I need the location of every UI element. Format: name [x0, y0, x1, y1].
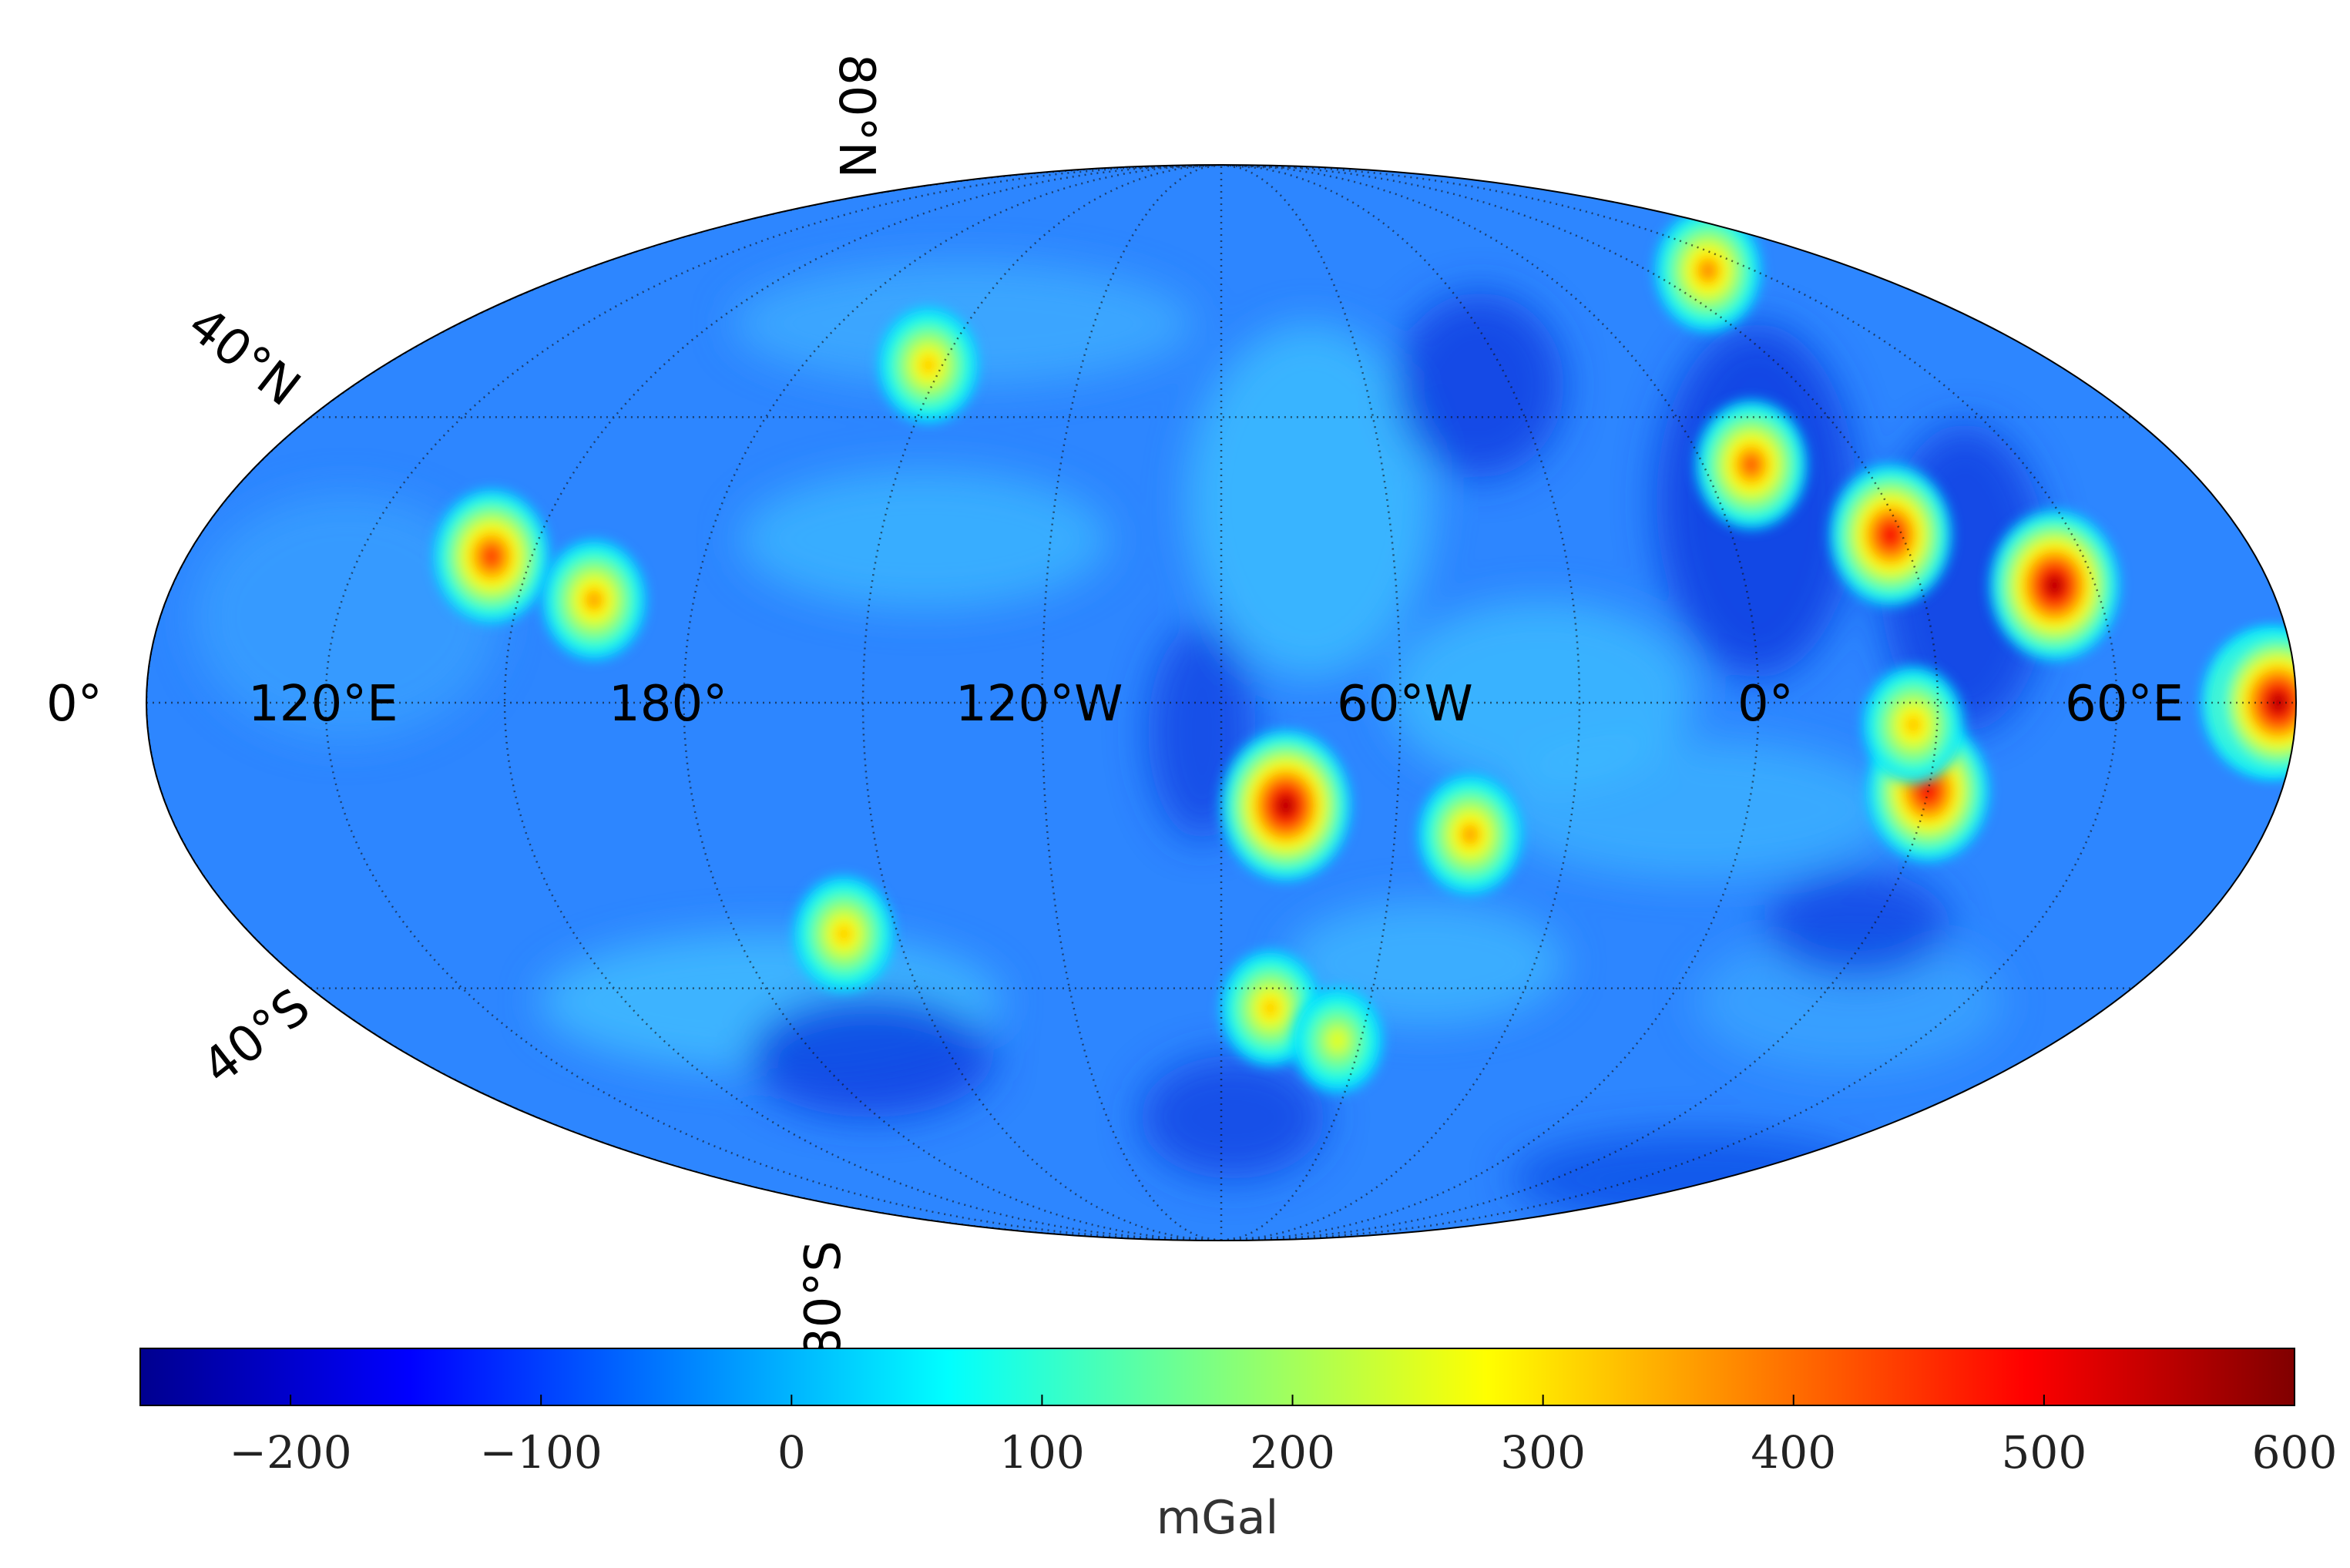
- colorbar-tick-label: 100: [999, 1426, 1085, 1479]
- anomaly-contour: [836, 925, 851, 942]
- anomaly-contour: [484, 548, 499, 566]
- meridian-line: [1041, 165, 1222, 1241]
- colorbar-tick-label: −100: [480, 1426, 603, 1479]
- gravity-anomaly: [2213, 627, 2296, 778]
- colorbar-ticks: −200 −100 0 100 200 300 400 500 600: [229, 1395, 2337, 1479]
- parallel-label-40n: 40°N: [177, 296, 311, 418]
- meridian-line: [1220, 165, 1581, 1241]
- anomaly-contour: [1330, 1032, 1345, 1049]
- meridian-line: [503, 165, 1222, 1241]
- anomaly-contour: [1883, 526, 1898, 544]
- anomaly-contour: [2271, 694, 2286, 711]
- meridian-line: [1220, 165, 1939, 1241]
- meridian-line: [1220, 165, 1402, 1241]
- anomaly-contour: [1278, 797, 1294, 814]
- background-texture: [193, 262, 2050, 1225]
- parallel-label-80s: 80°S: [795, 1241, 852, 1359]
- parallel-label-40s: 40°S: [192, 978, 321, 1096]
- colorbar: −200 −100 0 100 200 300 400 500 600 mGal: [139, 1348, 2337, 1545]
- gravity-anomaly: [1418, 774, 1522, 895]
- colorbar-tick-label: 300: [1500, 1426, 1586, 1479]
- colorbar-tick-label: −200: [229, 1426, 351, 1479]
- colorbar-tick-label: 200: [1250, 1426, 1335, 1479]
- meridian-line: [324, 165, 1222, 1241]
- anomaly-contour: [1700, 262, 1716, 279]
- parallel-label-0: 0°: [46, 676, 102, 733]
- colorbar-tick-label: 400: [1751, 1426, 1836, 1479]
- map-body: [146, 165, 2296, 1241]
- gravity-anomaly: [1292, 988, 1383, 1093]
- colorbar-label: mGal: [1157, 1491, 1278, 1545]
- anomaly-contour: [1744, 456, 1759, 473]
- gravity-anomaly: [542, 540, 646, 660]
- meridian-label-180: 180°: [609, 676, 727, 733]
- anomaly-contour: [1462, 826, 1478, 844]
- gravity-anomaly: [878, 307, 979, 423]
- anomaly-contour: [586, 591, 602, 609]
- gravity-anomaly: [1830, 464, 1952, 606]
- parallel-label-80n: 80°N: [828, 54, 885, 178]
- anomaly-contour: [1263, 999, 1278, 1017]
- gravity-anomaly: [794, 876, 894, 992]
- colorbar-gradient: [139, 1348, 2295, 1406]
- gravity-anomaly: [1989, 510, 2120, 660]
- graticule: [146, 165, 2296, 1241]
- map-outline: [146, 164, 2297, 1241]
- meridian-label-0: 0°: [1737, 676, 1794, 733]
- meridian-line: [1220, 165, 2118, 1241]
- anomaly-contour: [2047, 576, 2062, 594]
- meridian-label-120w: 120°W: [955, 676, 1123, 733]
- gravity-anomaly: [1863, 666, 1964, 784]
- gravity-anomaly: [1696, 400, 1807, 529]
- gravity-anomaly: [434, 489, 549, 623]
- colorbar-tick-label: 0: [777, 1426, 806, 1479]
- meridian-label-60e: 60°E: [2065, 676, 2184, 733]
- meridian-line: [861, 165, 1222, 1241]
- anomaly-layer: [434, 209, 2296, 1093]
- anomaly-contour: [1905, 716, 1921, 734]
- meridian-label-120e: 120°E: [248, 676, 398, 733]
- anomaly-contour: [921, 356, 936, 374]
- meridian-label-60w: 60°W: [1337, 676, 1473, 733]
- colorbar-tick-label: 600: [2252, 1426, 2338, 1479]
- gravity-anomaly: [1220, 730, 1351, 881]
- gravity-anomaly: [1655, 209, 1761, 332]
- colorbar-tick-label: 500: [2002, 1426, 2087, 1479]
